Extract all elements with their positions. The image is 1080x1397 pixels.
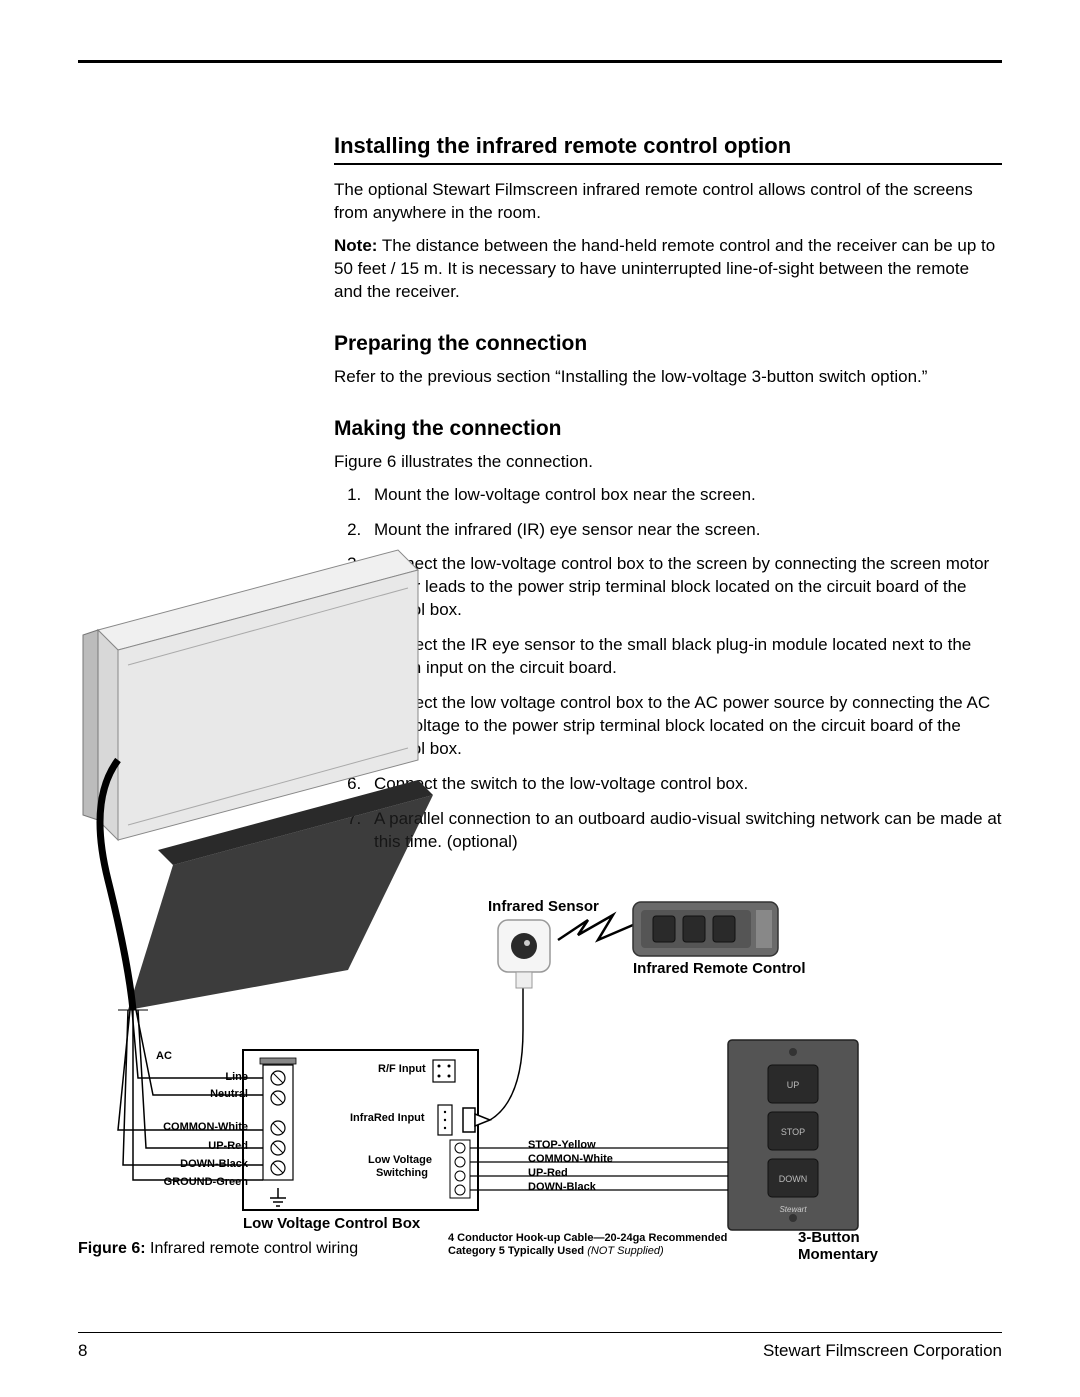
label-infrared-remote: Infrared Remote Control [633, 960, 806, 977]
label-lv-switching2: Switching [376, 1167, 428, 1179]
subheading-making: Making the connection [334, 417, 1002, 441]
label-down-black: DOWN-Black [153, 1158, 248, 1170]
label-up-red: UP-Red [178, 1140, 248, 1152]
note-text: The distance between the hand-held remot… [334, 236, 995, 301]
label-three-button: 3-Button Momentary [798, 1230, 918, 1263]
svg-text:Stewart: Stewart [779, 1205, 807, 1214]
infrared-sensor [498, 920, 550, 988]
label-neutral: Neutral [178, 1088, 248, 1100]
label-infrared-input: InfraRed Input [350, 1112, 425, 1124]
svg-text:STOP: STOP [781, 1127, 805, 1137]
label-common-white: COMMON-White [138, 1121, 248, 1133]
label-down-black2: DOWN-Black [528, 1181, 596, 1193]
label-rf-input: R/F Input [378, 1063, 426, 1075]
page-footer: 8 Stewart Filmscreen Corporation [78, 1332, 1002, 1361]
label-infrared-sensor: Infrared Sensor [488, 898, 599, 915]
infrared-remote [633, 902, 778, 956]
screen-housing [83, 550, 433, 1010]
label-lv-switching1: Low Voltage [368, 1154, 432, 1166]
label-ground-green: GROUND-Green [138, 1176, 248, 1188]
page-number: 8 [78, 1341, 87, 1361]
control-box [243, 1050, 478, 1210]
note-paragraph: Note: The distance between the hand-held… [334, 235, 1002, 304]
section-heading-install: Installing the infrared remote control o… [334, 133, 1002, 165]
step-item: Mount the infrared (IR) eye sensor near … [366, 519, 1002, 542]
ir-plug [463, 1108, 490, 1132]
note-label: Note: [334, 236, 377, 255]
making-intro: Figure 6 illustrates the connection. [334, 451, 1002, 474]
ir-signal-icon [558, 915, 633, 940]
preparing-paragraph: Refer to the previous section “Installin… [334, 366, 1002, 389]
company-name: Stewart Filmscreen Corporation [763, 1341, 1002, 1361]
intro-paragraph: The optional Stewart Filmscreen infrared… [334, 179, 1002, 225]
svg-text:DOWN: DOWN [779, 1174, 808, 1184]
label-common-white2: COMMON-White [528, 1153, 613, 1165]
label-conductor2: Category 5 Typically Used (NOT Supplied) [448, 1245, 664, 1257]
label-lv-control-box: Low Voltage Control Box [243, 1215, 420, 1232]
three-button-switch: UP STOP DOWN Stewart [728, 1040, 858, 1230]
label-up-red2: UP-Red [528, 1167, 568, 1179]
label-line: Line [188, 1071, 248, 1083]
label-stop-yellow: STOP-Yellow [528, 1139, 596, 1151]
label-ac: AC [156, 1050, 172, 1062]
label-conductor1: 4 Conductor Hook-up Cable—20-24ga Recomm… [448, 1232, 727, 1244]
svg-text:UP: UP [787, 1080, 800, 1090]
figure-6-diagram: UP STOP DOWN Stewart Infrared Sensor Inf… [78, 540, 1002, 1260]
subheading-preparing: Preparing the connection [334, 332, 1002, 356]
step-item: Mount the low-voltage control box near t… [366, 484, 1002, 507]
top-rule [78, 60, 1002, 63]
figure-caption: Figure 6: Infrared remote control wiring [78, 1240, 358, 1260]
